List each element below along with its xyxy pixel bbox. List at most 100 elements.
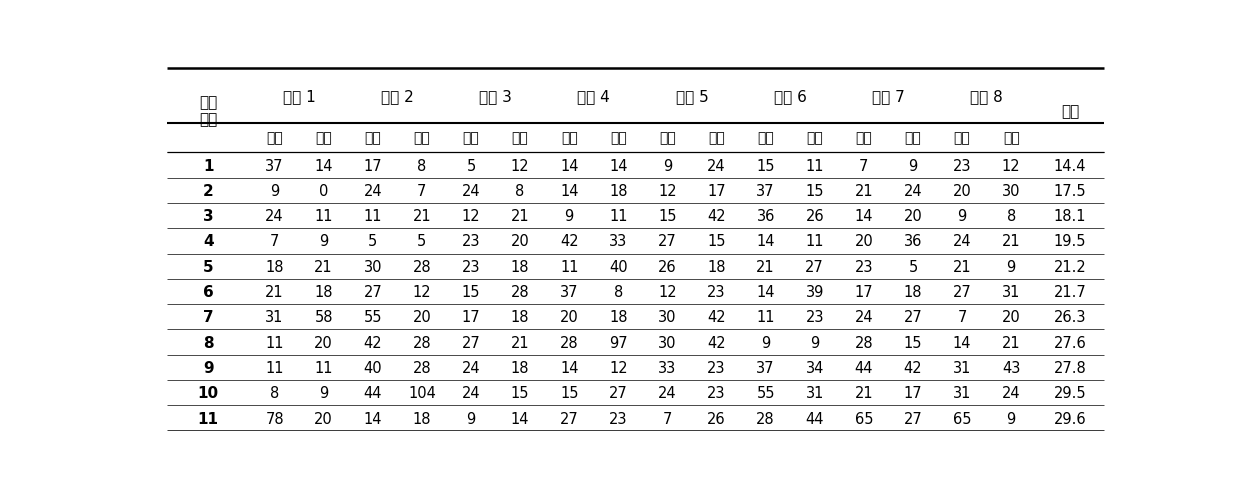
- Text: 14: 14: [315, 158, 332, 173]
- Text: 21.2: 21.2: [1054, 259, 1086, 274]
- Text: 28: 28: [854, 335, 873, 350]
- Text: 9: 9: [957, 209, 967, 224]
- Text: 7: 7: [859, 158, 868, 173]
- Text: 27: 27: [658, 234, 677, 249]
- Text: 24: 24: [461, 183, 480, 198]
- Text: 5: 5: [418, 234, 427, 249]
- Text: 14: 14: [609, 158, 627, 173]
- Text: 14: 14: [756, 285, 775, 300]
- Text: 5: 5: [203, 259, 213, 274]
- Text: 31: 31: [1002, 285, 1021, 300]
- Text: 17: 17: [904, 385, 923, 400]
- Text: 28: 28: [413, 360, 432, 375]
- Text: 23: 23: [609, 410, 627, 425]
- Text: 28: 28: [413, 259, 432, 274]
- Text: 11: 11: [265, 335, 284, 350]
- Text: 纵向: 纵向: [856, 131, 872, 145]
- Text: 23: 23: [854, 259, 873, 274]
- Text: 11: 11: [756, 310, 775, 325]
- Text: 小片 6: 小片 6: [774, 89, 807, 104]
- Text: 30: 30: [363, 259, 382, 274]
- Text: 9: 9: [1007, 410, 1016, 425]
- Text: 9: 9: [1007, 259, 1016, 274]
- Text: 7: 7: [662, 410, 672, 425]
- Text: 12: 12: [511, 158, 529, 173]
- Text: 36: 36: [904, 234, 923, 249]
- Text: 24: 24: [952, 234, 971, 249]
- Text: 横向: 横向: [512, 131, 528, 145]
- Text: 31: 31: [952, 360, 971, 375]
- Text: 14: 14: [560, 360, 578, 375]
- Text: 9: 9: [270, 183, 279, 198]
- Text: 10: 10: [197, 385, 218, 400]
- Text: 纵向: 纵向: [463, 131, 480, 145]
- Text: 20: 20: [314, 410, 334, 425]
- Text: 14: 14: [560, 158, 578, 173]
- Text: 20: 20: [1002, 310, 1021, 325]
- Text: 18: 18: [707, 259, 725, 274]
- Text: 12: 12: [461, 209, 480, 224]
- Text: 纵向: 纵向: [560, 131, 578, 145]
- Text: 纵向: 纵向: [365, 131, 381, 145]
- Text: 18: 18: [315, 285, 332, 300]
- Text: 30: 30: [658, 310, 677, 325]
- Text: 42: 42: [707, 335, 725, 350]
- Text: 15: 15: [511, 385, 529, 400]
- Text: 18: 18: [265, 259, 284, 274]
- Text: 14: 14: [854, 209, 873, 224]
- Text: 18.1: 18.1: [1054, 209, 1086, 224]
- Text: 15: 15: [806, 183, 825, 198]
- Text: 7: 7: [203, 310, 213, 325]
- Text: 27: 27: [904, 310, 923, 325]
- Text: 42: 42: [904, 360, 923, 375]
- Text: 28: 28: [756, 410, 775, 425]
- Text: 97: 97: [609, 335, 627, 350]
- Text: 21: 21: [511, 335, 529, 350]
- Text: 33: 33: [609, 234, 627, 249]
- Text: 23: 23: [707, 285, 725, 300]
- Text: 纵向: 纵向: [758, 131, 774, 145]
- Text: 6: 6: [203, 285, 213, 300]
- Text: 21: 21: [1002, 234, 1021, 249]
- Text: 小片 3: 小片 3: [479, 89, 512, 104]
- Text: 18: 18: [511, 310, 529, 325]
- Text: 14: 14: [756, 234, 775, 249]
- Text: 9: 9: [319, 385, 329, 400]
- Text: 均値: 均値: [1061, 104, 1079, 119]
- Text: 29.6: 29.6: [1054, 410, 1086, 425]
- Text: 8: 8: [614, 285, 622, 300]
- Text: 40: 40: [609, 259, 627, 274]
- Text: 纵向: 纵向: [267, 131, 283, 145]
- Text: 4: 4: [203, 234, 213, 249]
- Text: 8: 8: [516, 183, 525, 198]
- Text: 11: 11: [315, 360, 332, 375]
- Text: 0: 0: [319, 183, 329, 198]
- Text: 55: 55: [363, 310, 382, 325]
- Text: 17.5: 17.5: [1054, 183, 1086, 198]
- Text: 9: 9: [466, 410, 476, 425]
- Text: 7: 7: [957, 310, 967, 325]
- Text: 26: 26: [658, 259, 677, 274]
- Text: 26.3: 26.3: [1054, 310, 1086, 325]
- Text: 3: 3: [203, 209, 213, 224]
- Text: 纵向: 纵向: [658, 131, 676, 145]
- Text: 36: 36: [756, 209, 775, 224]
- Text: 21: 21: [854, 385, 873, 400]
- Text: 15: 15: [658, 209, 677, 224]
- Text: 14: 14: [363, 410, 382, 425]
- Text: 39: 39: [806, 285, 823, 300]
- Text: 18: 18: [413, 410, 432, 425]
- Text: 小片 8: 小片 8: [970, 89, 1003, 104]
- Text: 11: 11: [363, 209, 382, 224]
- Text: 20: 20: [952, 183, 971, 198]
- Text: 24: 24: [265, 209, 284, 224]
- Text: 43: 43: [1002, 360, 1021, 375]
- Text: 24: 24: [904, 183, 923, 198]
- Text: 23: 23: [707, 360, 725, 375]
- Text: 58: 58: [315, 310, 332, 325]
- Text: 小片 2: 小片 2: [381, 89, 414, 104]
- Text: 27: 27: [805, 259, 825, 274]
- Text: 小片 5: 小片 5: [676, 89, 708, 104]
- Text: 11: 11: [315, 209, 332, 224]
- Text: 37: 37: [265, 158, 284, 173]
